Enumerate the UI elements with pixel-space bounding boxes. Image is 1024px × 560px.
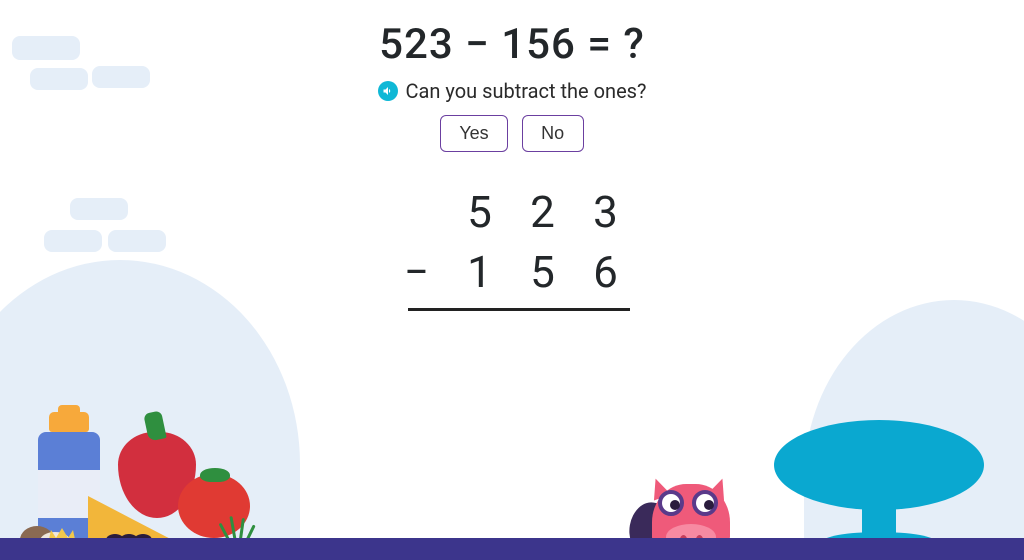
lesson-content: 523 − 156 = ? Can you subtract the ones?… <box>0 20 1024 311</box>
digit: 5 <box>463 186 498 238</box>
operator: − <box>400 246 435 298</box>
character-icon <box>636 450 746 550</box>
jar-cap-icon <box>49 412 89 432</box>
ground-bar <box>0 538 1024 560</box>
audio-icon[interactable] <box>378 81 398 101</box>
table-top-icon <box>774 420 984 510</box>
digit: 5 <box>526 246 561 298</box>
prompt-text: Can you subtract the ones? <box>406 79 647 103</box>
yes-button[interactable]: Yes <box>440 115 507 152</box>
subtraction-line <box>408 308 630 311</box>
stacked-top-row: 5 2 3 <box>382 182 642 242</box>
stacked-bottom-row: − 1 5 6 <box>382 242 642 302</box>
digit: 1 <box>463 246 498 298</box>
food-illustration <box>10 392 270 552</box>
stacked-subtraction: 5 2 3 − 1 5 6 <box>382 182 642 311</box>
tomato-leaf-icon <box>200 468 230 482</box>
digit: 2 <box>526 186 561 238</box>
prompt-row: Can you subtract the ones? <box>0 79 1024 103</box>
stacked-spacer <box>400 186 435 238</box>
answer-buttons: Yes No <box>0 115 1024 152</box>
no-button[interactable]: No <box>522 115 584 152</box>
glasses-icon <box>658 490 722 516</box>
equation-text: 523 − 156 = ? <box>0 20 1024 69</box>
digit: 6 <box>589 246 624 298</box>
digit: 3 <box>589 186 624 238</box>
